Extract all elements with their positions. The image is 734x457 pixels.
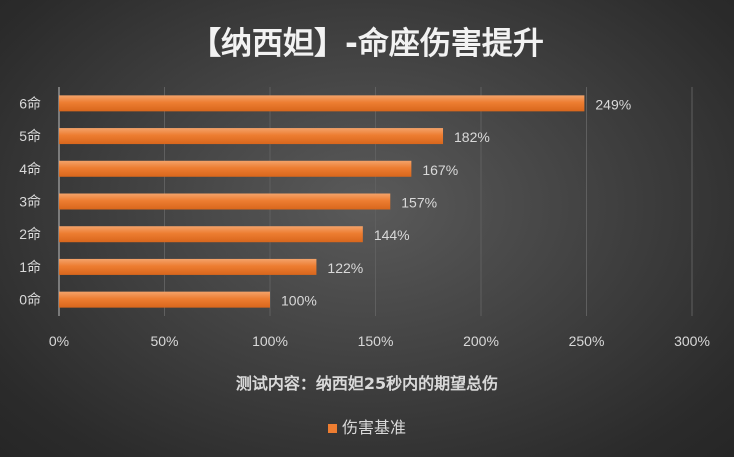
- y-tick-label: 1命: [19, 259, 41, 275]
- data-label: 122%: [327, 260, 363, 276]
- legend: 伤害基准: [0, 414, 734, 438]
- x-tick-label: 150%: [358, 333, 394, 349]
- bar: [59, 193, 391, 210]
- x-axis-title: 测试内容：纳西妲25秒内的期望总伤: [235, 374, 499, 393]
- bar: [59, 128, 444, 145]
- x-tick-label: 200%: [463, 333, 499, 349]
- y-tick-label: 4命: [19, 161, 41, 177]
- x-tick-label: 100%: [252, 333, 288, 349]
- bar: [59, 95, 585, 112]
- x-tick-label: 300%: [674, 333, 710, 349]
- y-tick-label: 3命: [19, 194, 41, 210]
- y-tick-label: 6命: [19, 95, 41, 111]
- data-label: 100%: [281, 293, 317, 309]
- bar: [59, 226, 363, 243]
- chart-title: 【纳西妲】-命座伤害提升: [190, 26, 544, 62]
- data-label: 249%: [595, 96, 631, 112]
- x-tick-label: 0%: [49, 333, 69, 349]
- x-tick-label: 50%: [150, 333, 178, 349]
- bar: [59, 160, 412, 177]
- x-tick-label: 250%: [569, 333, 605, 349]
- data-label: 167%: [422, 162, 458, 178]
- legend-label: 伤害基准: [341, 418, 406, 437]
- legend-swatch: [327, 424, 337, 433]
- data-label: 144%: [374, 227, 410, 243]
- bar: [59, 291, 270, 308]
- y-tick-label: 2命: [19, 226, 41, 242]
- bar: [59, 258, 317, 275]
- y-tick-label: 0命: [19, 292, 41, 308]
- data-label: 157%: [401, 195, 437, 211]
- y-tick-label: 5命: [19, 128, 41, 144]
- data-label: 182%: [454, 129, 490, 145]
